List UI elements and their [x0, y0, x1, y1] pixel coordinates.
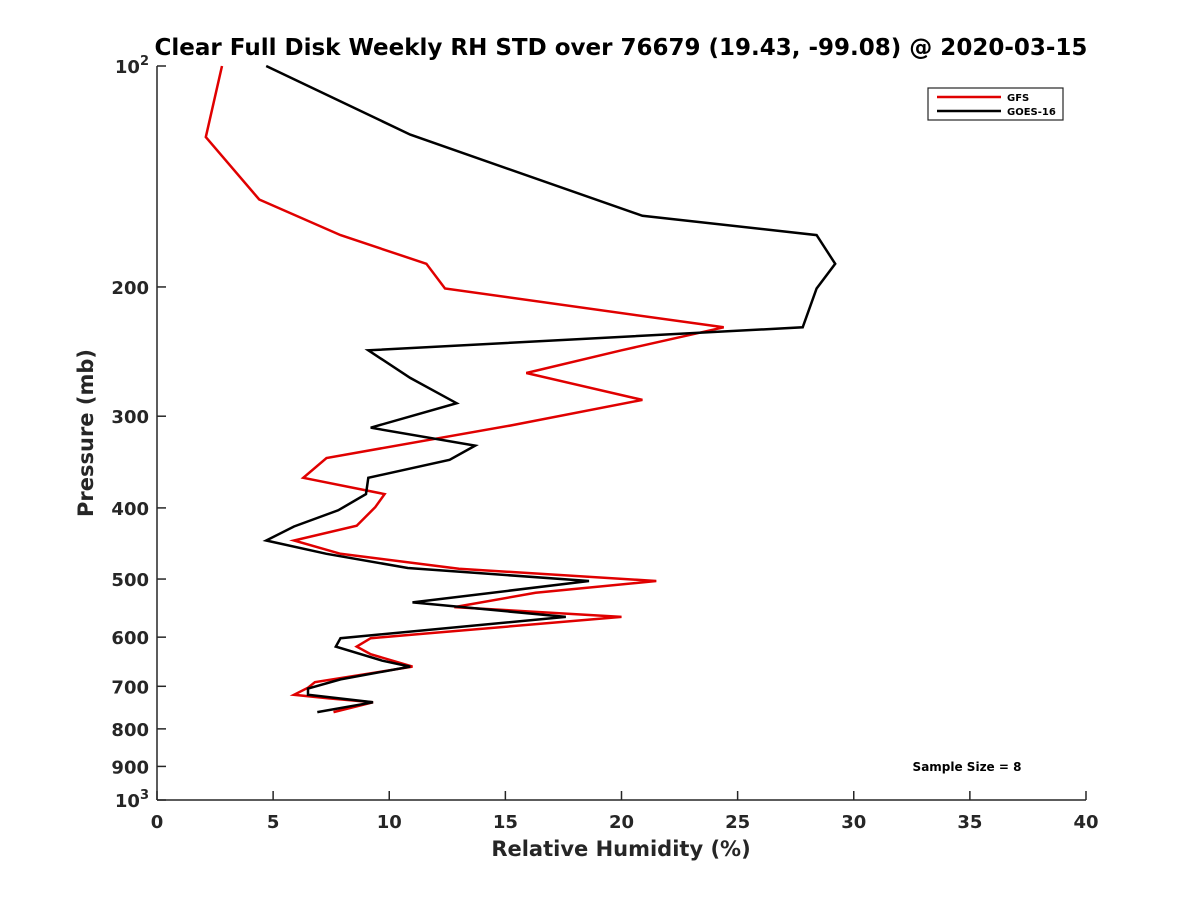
legend-box [927, 87, 1064, 121]
sample-size-annotation: Sample Size = 8 [913, 760, 1022, 774]
x-tick-label: 10 [377, 812, 402, 833]
x-tick-label: 30 [841, 812, 866, 833]
y-ticks: 102 200 300 400 500 600 700 800 900 103 [111, 54, 166, 812]
series-line-goes-16 [262, 64, 837, 714]
y-tick-label: 102 [115, 54, 149, 78]
series-lines [204, 64, 837, 714]
x-tick-label: 40 [1073, 812, 1098, 833]
x-tick-label: 20 [609, 812, 634, 833]
y-tick-label: 800 [111, 720, 149, 741]
y-tick-label: 200 [111, 278, 149, 299]
x-axis-label: Relative Humidity (%) [491, 837, 750, 861]
y-tick-label: 500 [111, 570, 149, 591]
x-tick-label: 35 [957, 812, 982, 833]
legend: GFS GOES-16 [927, 87, 1064, 121]
x-ticks: 0 5 10 15 20 25 30 35 40 [151, 791, 1099, 833]
legend-label-gfs: GFS [1007, 93, 1029, 104]
chart-title: Clear Full Disk Weekly RH STD over 76679… [155, 35, 1088, 61]
y-tick-label: 400 [111, 499, 149, 520]
x-tick-label: 25 [725, 812, 750, 833]
x-tick-label: 5 [267, 812, 280, 833]
legend-label-goes-16: GOES-16 [1007, 107, 1056, 118]
y-tick-label: 900 [111, 757, 149, 778]
x-tick-label: 15 [493, 812, 518, 833]
plot-area [157, 66, 1086, 800]
y-tick-label: 600 [111, 628, 149, 649]
x-tick-label: 0 [151, 812, 164, 833]
y-tick-label: 700 [111, 677, 149, 698]
y-tick-label: 300 [111, 407, 149, 428]
y-tick-label: 103 [115, 788, 149, 812]
y-axis-label: Pressure (mb) [74, 349, 98, 517]
